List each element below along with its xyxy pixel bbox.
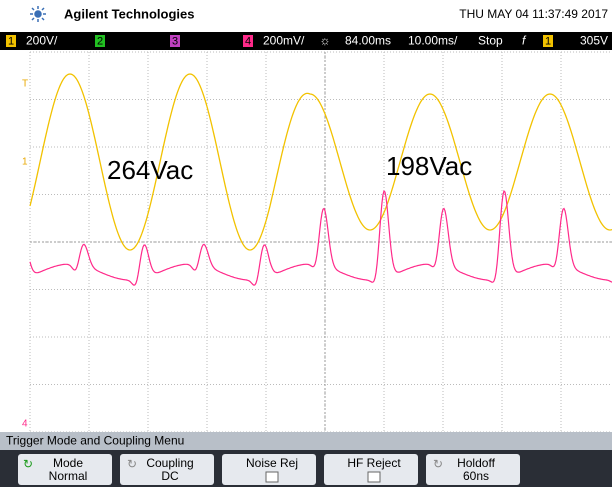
softkey[interactable] bbox=[18, 454, 112, 485]
checkbox bbox=[367, 471, 381, 483]
ch4-waveform bbox=[29, 189, 612, 286]
ch1-marker: 1 bbox=[22, 157, 28, 168]
ch1-waveform bbox=[29, 73, 612, 251]
trigger-source-badge bbox=[543, 35, 553, 47]
softkey[interactable] bbox=[324, 454, 418, 485]
ch4-badge bbox=[243, 35, 253, 47]
graticule-bg bbox=[0, 50, 612, 432]
ch4-marker: 4 bbox=[22, 419, 28, 430]
status-bar bbox=[0, 32, 612, 50]
softkey[interactable] bbox=[222, 454, 316, 485]
delay-icon: ☼ bbox=[320, 34, 331, 48]
softkey-value: 60ns bbox=[463, 469, 489, 483]
softkey-label: HF Reject bbox=[347, 456, 401, 470]
rotate-icon: ↻ bbox=[127, 457, 137, 471]
header-bg bbox=[0, 0, 612, 30]
delay: 84.00ms bbox=[345, 34, 391, 48]
menu-title-bar bbox=[0, 432, 612, 450]
ch4-num: 4 bbox=[245, 35, 251, 47]
brand: Agilent Technologies bbox=[64, 6, 195, 21]
checkbox bbox=[265, 471, 279, 483]
softkey-label: Mode bbox=[53, 456, 83, 470]
ch2-num: 2 bbox=[97, 35, 103, 47]
trigger-marker: T bbox=[22, 79, 28, 90]
annotation: 198Vac bbox=[386, 151, 472, 181]
rotate-icon: ↻ bbox=[23, 457, 33, 471]
trigger-slope: f bbox=[522, 34, 527, 48]
annotation: 264Vac bbox=[107, 155, 193, 185]
softkey-label: Noise Rej bbox=[246, 456, 298, 470]
datetime: THU MAY 04 11:37:49 2017 bbox=[459, 7, 608, 21]
menu-title: Trigger Mode and Coupling Menu bbox=[6, 434, 184, 448]
timebase: 10.00ms/ bbox=[408, 34, 458, 48]
softkey-value: Normal bbox=[49, 469, 88, 483]
softkey-value: DC bbox=[161, 469, 179, 483]
softkey-label: Coupling bbox=[146, 456, 193, 470]
ch4-scale: 200mV/ bbox=[263, 34, 305, 48]
ch3-num: 3 bbox=[172, 35, 178, 47]
ch1-scale: 200V/ bbox=[26, 34, 58, 48]
logo bbox=[30, 6, 46, 22]
ch1-badge bbox=[6, 35, 16, 47]
trigger-level: 305V bbox=[580, 34, 608, 48]
run-state: Stop bbox=[478, 34, 503, 48]
rotate-icon: ↻ bbox=[433, 457, 443, 471]
ch1-num: 1 bbox=[8, 35, 14, 47]
trigger-source: 1 bbox=[545, 35, 551, 47]
softkey-label: Holdoff bbox=[457, 456, 495, 470]
ch3-badge bbox=[170, 35, 180, 47]
ch2-badge bbox=[95, 35, 105, 47]
softkey[interactable] bbox=[426, 454, 520, 485]
softkey[interactable] bbox=[120, 454, 214, 485]
